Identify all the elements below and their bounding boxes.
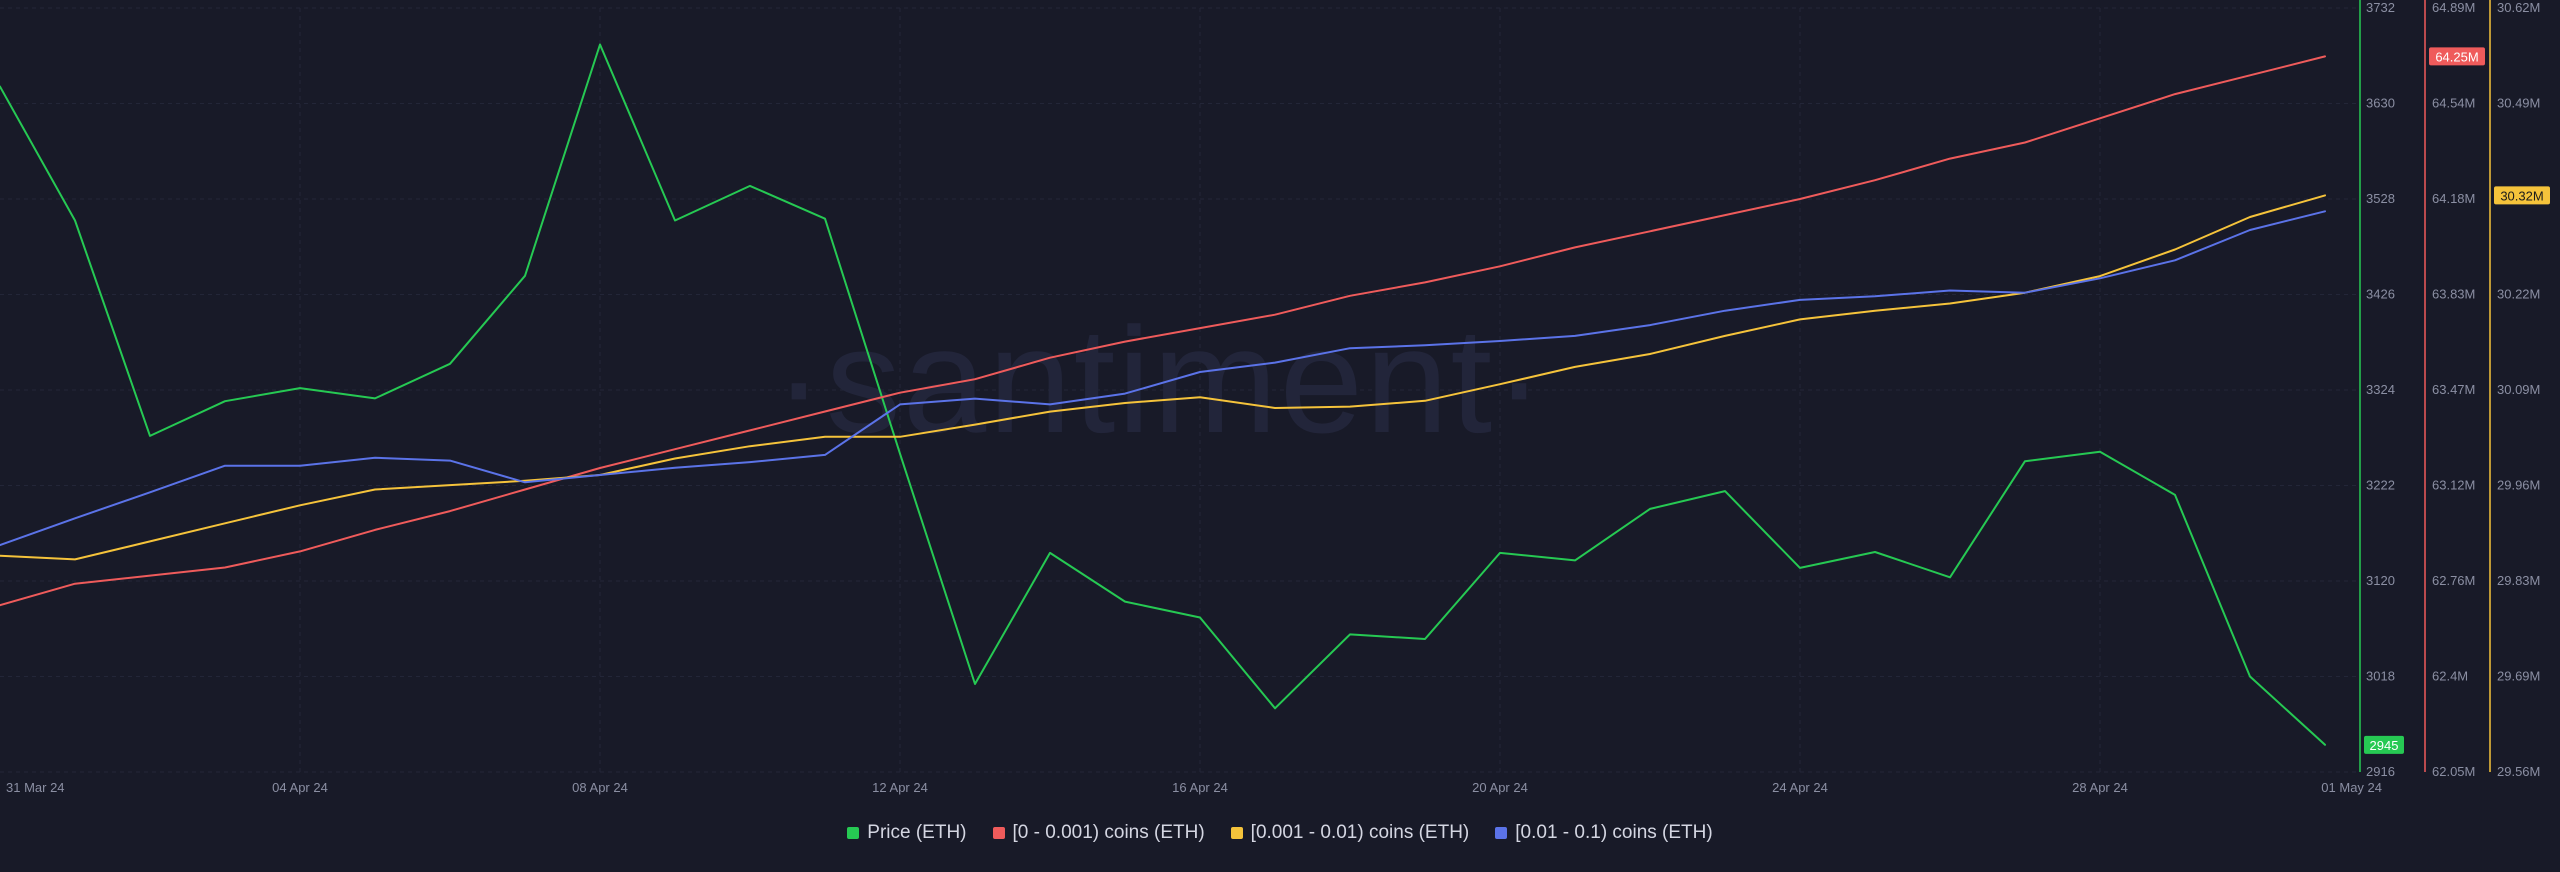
y-tick-label-price: 3222 [2366,478,2395,493]
x-tick-label: 12 Apr 24 [872,780,928,795]
series-line-2[interactable] [0,194,2326,561]
y-axes: 3732 3630 3528 3426 3324 3222 3120 3018 2916 64.8… [2359,0,2540,779]
y-tick-label-small: 62.05M [2432,764,2475,779]
y-tick-label-small: 64.18M [2432,191,2475,206]
legend-label: [0 - 0.001) coins (ETH) [1012,822,1205,843]
x-tick-label: 04 Apr 24 [272,780,328,795]
x-tick-label: 16 Apr 24 [1172,780,1228,795]
y-tick-label-mid: 29.56M [2497,764,2540,779]
legend-label: [0.001 - 0.01) coins (ETH) [1250,822,1470,843]
legend-swatch [1495,827,1508,839]
y-tick-label-price: 3426 [2366,287,2395,302]
legend-swatch [847,827,860,839]
y-tick-label-mid: 29.96M [2497,478,2540,493]
y-tick-label-small: 64.54M [2432,96,2475,111]
y-tick-label-price: 3528 [2366,191,2395,206]
x-tick-label: 20 Apr 24 [1472,780,1528,795]
legend: Price (ETH) [0 - 0.001) coins (ETH) [0.001… [0,818,2560,848]
last-value-badges: 2945 64.25M 30.32M [2364,47,2550,754]
y-tick-label-small: 63.47M [2432,382,2475,397]
last-value-badge [2494,186,2550,205]
y-tick-label-small: 62.4M [2432,669,2468,684]
legend-item[interactable]: Price (ETH) [847,822,967,844]
series-line-3[interactable] [0,210,2326,546]
legend-swatch [992,827,1005,839]
last-value-label: 2945 [2370,738,2399,753]
x-tick-label: 28 Apr 24 [2072,780,2128,795]
y-tick-label-small: 64.89M [2432,0,2475,15]
x-axis: 31 Mar 24 04 Apr 24 08 Apr 24 12 Apr 24 16 A… [6,780,2382,795]
x-tick-label: 24 Apr 24 [1772,780,1828,795]
y-tick-label-small: 62.76M [2432,573,2475,588]
y-tick-label-mid: 30.09M [2497,382,2540,397]
legend-item[interactable]: [0 - 0.001) coins (ETH) [992,822,1205,844]
legend-item[interactable]: [0.01 - 0.1) coins (ETH) [1495,822,1713,844]
y-tick-label-small: 63.83M [2432,287,2475,302]
last-value-label: 64.25M [2435,49,2478,64]
x-tick-label: 01 May 24 [2321,780,2382,795]
y-tick-label-small: 63.12M [2432,478,2475,493]
y-tick-label-price: 3732 [2366,0,2395,15]
legend-item[interactable]: [0.001 - 0.01) coins (ETH) [1230,822,1470,844]
last-value-label: 30.32M [2500,188,2543,203]
legend-swatch [1230,827,1243,839]
y-tick-label-mid: 30.62M [2497,0,2540,15]
series-line-0[interactable] [0,43,2326,746]
y-tick-label-price: 3120 [2366,573,2395,588]
y-tick-label-mid: 30.22M [2497,287,2540,302]
y-tick-label-price: 3018 [2366,669,2395,684]
x-tick-label: 31 Mar 24 [6,780,65,795]
gridlines [0,7,2360,773]
last-value-badge [2429,47,2485,66]
last-value-badge [2364,735,2404,754]
y-tick-label-mid: 29.83M [2497,573,2540,588]
x-tick-label: 08 Apr 24 [572,780,628,795]
y-tick-label-price: 3630 [2366,96,2395,111]
watermark: ·santiment· [774,296,1546,464]
series-lines [0,43,2326,746]
legend-label: [0.01 - 0.1) coins (ETH) [1515,822,1713,843]
legend-label: Price (ETH) [867,822,967,843]
y-tick-label-mid: 29.69M [2497,669,2540,684]
series-line-1[interactable] [0,55,2326,607]
y-tick-label-price: 3324 [2366,382,2395,397]
y-tick-label-price: 2916 [2366,764,2395,779]
y-tick-label-mid: 30.49M [2497,96,2540,111]
